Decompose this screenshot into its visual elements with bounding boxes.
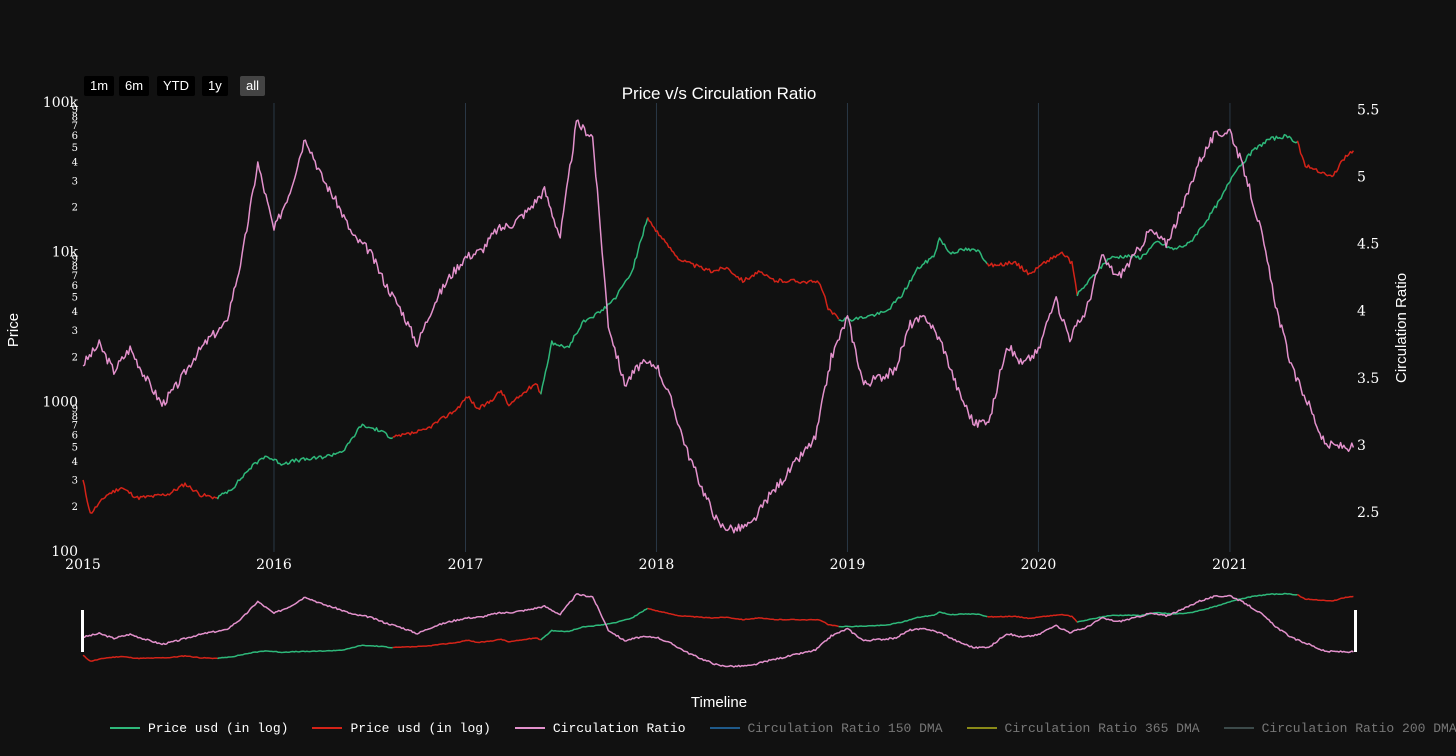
y-left-minor-tick-label: 4 — [72, 457, 78, 468]
legend-label: Circulation Ratio — [552, 720, 686, 736]
y-left-minor-tick-label: 3 — [72, 176, 78, 187]
y-left-minor-tick-label: 7 — [72, 121, 78, 132]
main-circulation-ratio-line — [82, 119, 1355, 534]
y-right-axis-label: Circulation Ratio — [1393, 273, 1410, 383]
range-button-ytd[interactable]: YTD — [157, 76, 195, 96]
legend: Price usd (in log) Price usd (in log) Circ… — [110, 719, 1456, 737]
x-axis-label: Timeline — [691, 694, 747, 711]
range-slider-left-handle[interactable] — [81, 610, 84, 652]
main-price-up-line — [540, 217, 649, 395]
y-left-tick-label: 100k — [43, 95, 79, 111]
slider-price-down-line — [392, 637, 541, 649]
slider-price-down-line — [1297, 593, 1354, 602]
y-left-tick-label: 10k — [52, 245, 79, 261]
y-left-minor-tick-label: 5 — [72, 143, 78, 154]
main-price-up-line — [838, 237, 988, 322]
y-left-minor-tick-label: 4 — [72, 158, 78, 169]
main-price-down-line — [82, 479, 218, 514]
y-right-tick-label: 3 — [1357, 438, 1366, 454]
legend-swatch — [514, 727, 545, 729]
y-right-tick-label: 5 — [1357, 170, 1366, 186]
y-right-tick-label: 3.5 — [1357, 371, 1379, 387]
x-tick-label: 2016 — [256, 557, 292, 573]
x-tick-label: 2021 — [1212, 557, 1248, 573]
y-left-minor-tick-label: 8 — [72, 412, 78, 423]
legend-item[interactable]: Circulation Ratio — [514, 720, 686, 736]
slider-price-up-line — [540, 607, 648, 641]
main-price-down-line — [986, 251, 1078, 296]
legend-swatch — [110, 727, 140, 729]
y-right-tick-label: 5.5 — [1357, 103, 1379, 119]
x-tick-label: 2017 — [448, 557, 484, 573]
y-left-minor-tick-label: 6 — [72, 431, 78, 442]
main-price-up-line — [216, 423, 394, 500]
axis-layer: 2015 2016 2017 2018 2019 2020 2021100234567891… — [42, 95, 1379, 573]
legend-label: Circulation Ratio 365 DMA — [1004, 720, 1200, 736]
y-left-minor-tick-label: 9 — [72, 105, 78, 116]
main-plot-area[interactable] — [82, 119, 1355, 534]
main-price-up-line — [1076, 133, 1298, 297]
y-left-minor-tick-label: 2 — [72, 502, 78, 513]
slider-price-up-line — [217, 644, 393, 660]
legend-item[interactable]: Price usd (in log) — [312, 720, 491, 736]
y-left-tick-label: 100 — [51, 544, 78, 560]
slider-price-down-line — [82, 654, 218, 662]
main-price-down-line — [1296, 140, 1355, 178]
y-left-minor-tick-label: 3 — [72, 326, 78, 337]
y-left-minor-tick-label: 9 — [72, 404, 78, 415]
main-price-down-line — [392, 383, 542, 438]
x-tick-label: 2019 — [830, 557, 866, 573]
y-left-minor-tick-label: 7 — [72, 421, 78, 432]
x-tick-label: 2015 — [65, 557, 101, 573]
legend-item[interactable]: Circulation Ratio 365 DMA — [966, 720, 1200, 736]
legend-label: Price usd (in log) — [148, 720, 289, 736]
y-right-tick-label: 4 — [1357, 304, 1366, 320]
y-left-minor-tick-label: 5 — [72, 293, 78, 304]
range-button-1m[interactable]: 1m — [84, 76, 115, 96]
legend-swatch — [966, 727, 997, 729]
range-slider-right-handle[interactable] — [1354, 610, 1357, 652]
y-left-minor-tick-label: 5 — [72, 442, 78, 453]
y-left-minor-tick-label: 3 — [72, 476, 78, 487]
legend-item[interactable]: Circulation Ratio 200 DMA — [1223, 720, 1456, 736]
slider-price-down-line — [986, 613, 1078, 623]
y-left-minor-tick-label: 8 — [72, 262, 78, 273]
y-right-tick-label: 4.5 — [1357, 237, 1379, 253]
range-slider[interactable] — [81, 592, 1357, 668]
range-button-6m[interactable]: 6m — [119, 76, 150, 96]
legend-swatch — [312, 727, 343, 729]
legend-label: Price usd (in log) — [350, 720, 491, 736]
y-left-minor-tick-label: 7 — [72, 271, 78, 282]
y-right-tick-label: 2.5 — [1357, 505, 1379, 521]
y-left-minor-tick-label: 8 — [72, 113, 78, 124]
y-left-minor-tick-label: 6 — [72, 131, 78, 142]
slider-price-up-line — [1076, 592, 1298, 623]
legend-label: Circulation Ratio 200 DMA — [1261, 720, 1456, 736]
legend-item[interactable]: Circulation Ratio 150 DMA — [709, 720, 943, 736]
y-left-axis-label: Price — [5, 313, 22, 347]
legend-label: Circulation Ratio 150 DMA — [747, 720, 943, 736]
x-tick-label: 2020 — [1021, 557, 1057, 573]
slider-price-down-line — [647, 607, 839, 628]
y-left-minor-tick-label: 9 — [72, 255, 78, 266]
legend-swatch — [709, 727, 740, 729]
legend-item[interactable]: Price usd (in log) — [110, 721, 288, 736]
y-left-tick-label: 1000 — [42, 394, 78, 410]
y-left-minor-tick-label: 4 — [72, 307, 78, 318]
chart-title: Price v/s Circulation Ratio — [622, 84, 817, 103]
grid-layer — [273, 103, 1231, 552]
slider-circulation-ratio-line — [82, 593, 1354, 668]
y-left-minor-tick-label: 2 — [72, 352, 78, 363]
y-left-minor-tick-label: 2 — [72, 203, 78, 214]
y-left-minor-tick-label: 6 — [72, 281, 78, 292]
legend-swatch — [1223, 727, 1254, 729]
main-price-down-line — [646, 216, 840, 320]
range-button-all[interactable]: all — [240, 76, 266, 96]
range-button-1y[interactable]: 1y — [202, 76, 228, 96]
slider-price-up-line — [838, 611, 988, 628]
x-tick-label: 2018 — [639, 557, 675, 573]
